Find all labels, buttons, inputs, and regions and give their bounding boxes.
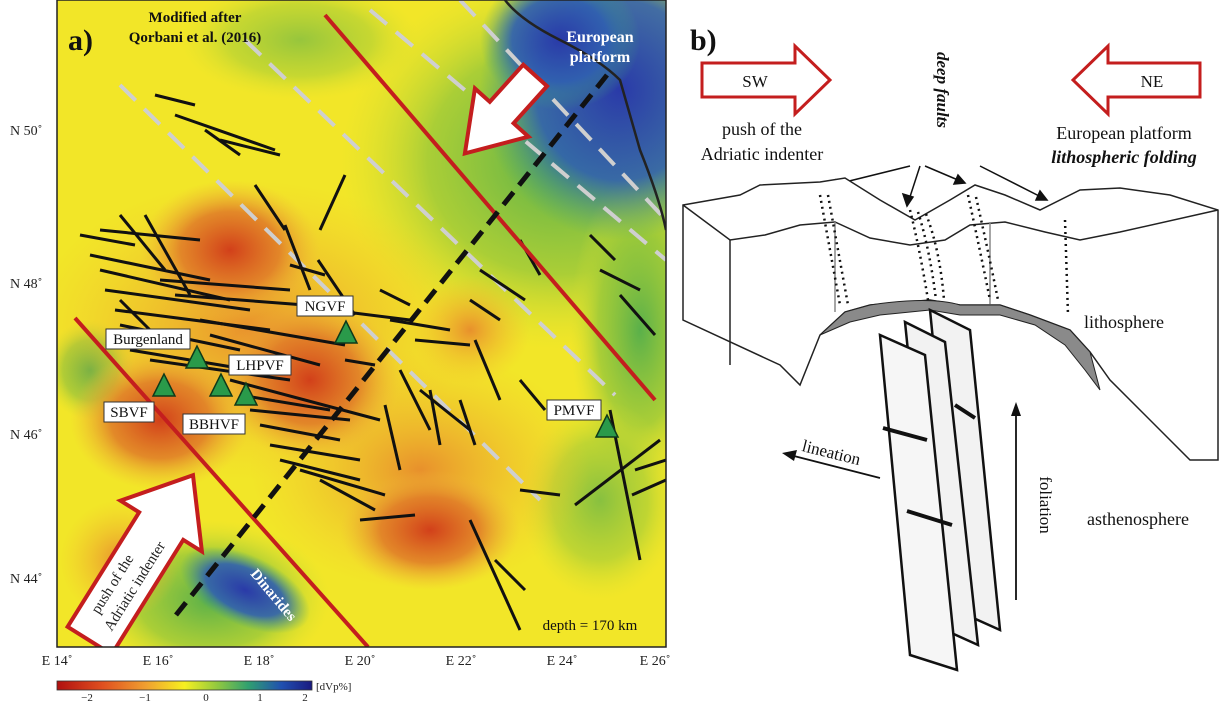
vf-label-pmvf: PMVF [546,399,602,421]
lat-label: N 46˚ [10,428,42,443]
svg-text:Burgenland: Burgenland [113,332,183,348]
platform-boundary [504,0,666,231]
foliation-label: foliation [1036,476,1055,534]
sw-arrow: SW [700,42,833,118]
foliation-arrow: foliation [1011,402,1055,600]
surface-arrows [823,165,1049,208]
lineation-label: lineation [800,436,863,469]
volcano-lhpvf [208,372,234,397]
european-platform-label-b: European platform [1056,123,1191,143]
lon-label: E 26˚ [640,654,671,669]
foliation-planes [878,307,1002,672]
tomography-map: push of the Adriatic indenter [57,0,666,647]
black-dashed-axis [174,73,609,617]
colorbar-unit: [dVp%] [316,681,351,693]
colorbar-tick: 0 [203,692,209,703]
volcano-bbhvf [233,381,259,406]
lon-label: E 18˚ [244,654,275,669]
longitude-labels: E 14˚ E 16˚ E 18˚ E 20˚ E 22˚ E 24˚ E 26… [42,654,671,669]
fold-shading [819,300,1101,391]
colorbar-tick: −1 [139,692,151,703]
block-diagram: b) SW NE deep faults push of the Adriati… [682,24,1219,672]
lineation-arrow: lineation [782,436,881,479]
vf-label-lhpvf: LHPVF [228,354,292,376]
credit-line-2: Qorbani et al. (2016) [129,30,262,46]
volcano-ngvf [333,319,359,344]
credit-line-1: Modified after [149,10,242,26]
lat-label: N 44˚ [10,572,42,587]
vf-label-bbhvf: BBHVF [182,413,246,435]
push-arrow-ne [462,61,550,157]
svg-text:BBHVF: BBHVF [189,417,239,433]
depth-label: depth = 170 km [543,618,638,634]
lithosphere-label: lithosphere [1084,312,1164,332]
volcano-sbvf [151,372,177,397]
svg-text:SBVF: SBVF [110,405,148,421]
panel-a-label: a) [68,24,93,57]
colorbar-tick: 1 [257,692,263,703]
vf-label-sbvf: SBVF [103,401,155,423]
vf-label-ngvf: NGVF [296,295,354,317]
volcanic-fields [151,319,620,438]
latitude-labels: N 50˚ N 48˚ N 46˚ N 44˚ [10,124,42,587]
colorbar-tick: 2 [302,692,308,703]
lon-label: E 24˚ [547,654,578,669]
lon-label: E 22˚ [446,654,477,669]
push-label-b2: Adriatic indenter [701,144,823,164]
lat-label: N 48˚ [10,277,42,292]
ne-label: NE [1141,72,1164,91]
lithospheric-folding-label: lithospheric folding [1051,147,1197,167]
lon-label: E 14˚ [42,654,73,669]
svg-text:NGVF: NGVF [305,299,346,315]
svg-text:LHPVF: LHPVF [236,358,284,374]
sw-label: SW [742,72,768,91]
colorbar-tick: −2 [81,692,93,703]
lat-label: N 50˚ [10,124,42,139]
lon-label: E 20˚ [345,654,376,669]
asthenosphere-label: asthenosphere [1087,509,1189,529]
deep-faults-label: deep faults [933,52,952,128]
colorbar: −2 −1 0 1 2 [dVp%] [56,680,351,704]
lon-label: E 16˚ [143,654,174,669]
deep-fault-lines [818,194,1070,316]
volcano-burgenland [184,344,210,369]
european-platform-label-2: platform [570,49,631,66]
european-platform-label-1: European [566,29,633,46]
volcano-pmvf [594,413,620,438]
ne-arrow: NE [1070,42,1202,118]
vf-label-burgenland: Burgenland [105,328,191,350]
map-frame [56,0,667,648]
svg-text:PMVF: PMVF [554,403,595,419]
push-label-b1: push of the [722,119,802,139]
red-boundaries [73,13,657,647]
panel-b-label: b) [690,24,717,57]
